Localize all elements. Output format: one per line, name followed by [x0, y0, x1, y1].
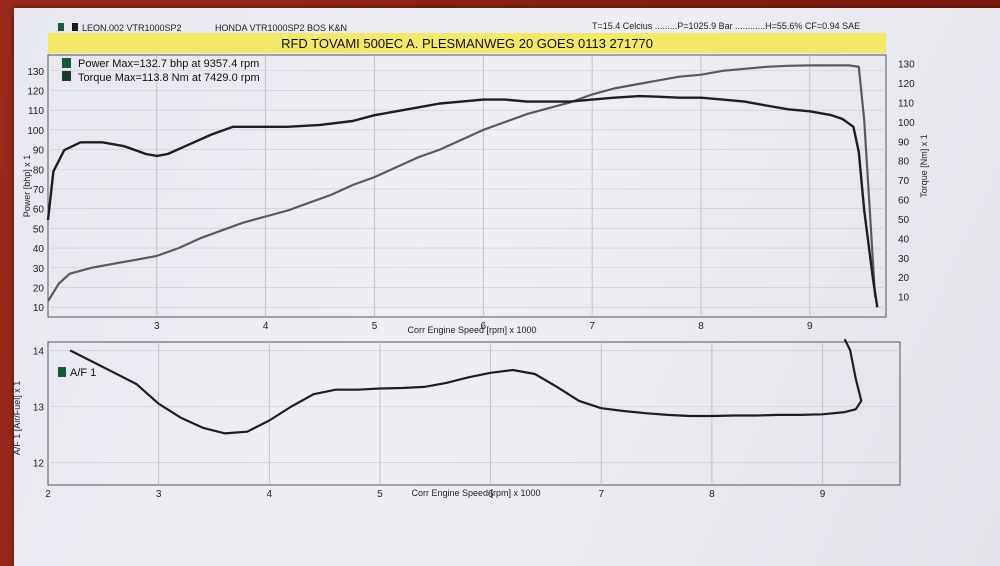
air-fuel-legend-swatch [58, 367, 66, 377]
x-tick-label: 9 [820, 489, 826, 500]
y-tick-label: 130 [27, 67, 44, 78]
banner-text: RFD TOVAMI 500EC A. PLESMANWEG 20 GOES 0… [281, 36, 653, 51]
power-axis-label: Power [bhp] x 1 [22, 155, 32, 218]
x-tick-label: 7 [589, 321, 595, 332]
rpm-axis-label: Corr Engine Speed [rpm] x 1000 [407, 325, 536, 335]
rpm-axis-ticks: 3 4 5 6 7 8 9 [154, 321, 813, 332]
series-line-1 [69, 338, 863, 435]
y2-tick-label: 90 [898, 137, 910, 148]
x-tick-label: 4 [267, 489, 273, 500]
y-tick-label: 12 [33, 459, 45, 470]
air-fuel-legend: A/F 1 [58, 367, 96, 379]
x-tick-label: 3 [156, 489, 162, 500]
y-tick-label: 70 [33, 185, 45, 196]
air-fuel-rpm-ticks: 2 3 4 5 6 7 8 9 [45, 489, 826, 500]
x-tick-label: 8 [698, 321, 704, 332]
power-legend-label: Power Max=132.7 bhp at 9357.4 rpm [78, 58, 259, 70]
x-tick-label: 4 [263, 321, 269, 332]
y-tick-label: 100 [27, 126, 44, 137]
x-tick-label: 7 [598, 489, 604, 500]
x-tick-label: 8 [709, 489, 715, 500]
y-tick-label: 110 [28, 106, 44, 117]
power-legend-swatch [62, 58, 71, 68]
air-fuel-series [69, 338, 863, 435]
y-tick-label: 80 [33, 165, 45, 176]
x-tick-label: 9 [807, 321, 813, 332]
dyno-printout [14, 8, 1000, 566]
bike-description: HONDA VTR1000SP2 BOS K&N [215, 23, 347, 33]
header-marker-2 [72, 23, 78, 31]
torque-legend-label: Torque Max=113.8 Nm at 7429.0 rpm [78, 72, 260, 84]
y-tick-label: 60 [33, 205, 45, 216]
x-tick-label: 6 [481, 321, 487, 332]
x-tick-label: 6 [488, 489, 494, 500]
x-tick-label: 5 [372, 321, 378, 332]
air-fuel-legend-label: A/F 1 [70, 367, 96, 379]
y2-tick-label: 80 [898, 157, 910, 168]
y-tick-label: 120 [27, 86, 44, 97]
y2-tick-label: 10 [898, 293, 910, 304]
banner-background [48, 33, 886, 53]
y-tick-label: 50 [33, 224, 45, 235]
power-torque-grid [48, 55, 886, 317]
shop-banner: RFD TOVAMI 500EC A. PLESMANWEG 20 GOES 0… [48, 33, 886, 53]
air-fuel-frame [47, 341, 901, 486]
y2-tick-label: 70 [898, 176, 910, 187]
series-line-1 [47, 64, 877, 302]
air-fuel-grid [48, 342, 900, 485]
y2-tick-label: 100 [898, 118, 915, 129]
torque-axis-ticks: 10 20 30 40 50 60 70 80 90 100 110 120 130 [898, 60, 915, 304]
power-torque-chart: 10 20 30 40 50 60 70 80 90 100 110 120 130 10 20 30 40 5… [22, 54, 929, 335]
y2-tick-label: 110 [898, 99, 914, 110]
y2-tick-label: 120 [898, 79, 915, 90]
y-tick-label: 90 [33, 146, 45, 157]
y2-tick-label: 130 [898, 60, 915, 71]
x-tick-label: 2 [45, 489, 51, 500]
print-header: LEON.002 VTR1000SP2 HONDA VTR1000SP2 BOS… [58, 21, 860, 33]
y-tick-label: 14 [33, 346, 45, 357]
power-torque-series [46, 64, 879, 308]
power-torque-frame [47, 54, 887, 318]
y-tick-label: 20 [33, 283, 45, 294]
air-fuel-axis-label: A/F 1 [Air/Fuel] x 1 [12, 381, 22, 456]
torque-axis-label: Torque [Nm] x 1 [919, 134, 929, 198]
x-tick-label: 5 [377, 489, 383, 500]
conditions-text: T=15.4 Celcius .........P=1025.9 Bar ...… [592, 21, 860, 31]
y-tick-label: 10 [33, 303, 45, 314]
x-tick-label: 3 [154, 321, 160, 332]
y2-tick-label: 30 [898, 254, 910, 265]
air-fuel-rpm-axis-label: Corr Engine Speed [rpm] x 1000 [411, 488, 540, 498]
run-id: LEON.002 VTR1000SP2 [82, 23, 182, 33]
air-fuel-chart: 12 13 14 2 3 4 5 6 7 8 9 Corr Engine Speed [rpm] … [12, 338, 901, 500]
torque-legend-swatch [62, 71, 71, 81]
y-tick-label: 40 [33, 244, 45, 255]
air-fuel-axis-ticks: 12 13 14 [33, 346, 45, 469]
series-line-2 [46, 94, 879, 308]
y2-tick-label: 60 [898, 196, 910, 207]
y2-tick-label: 50 [898, 215, 910, 226]
y2-tick-label: 20 [898, 273, 910, 284]
y-tick-label: 13 [33, 402, 45, 413]
power-torque-legend: Power Max=132.7 bhp at 9357.4 rpm Torque… [62, 58, 260, 84]
y2-tick-label: 40 [898, 234, 910, 245]
y-tick-label: 30 [33, 264, 45, 275]
header-marker-1 [58, 23, 64, 31]
power-axis-ticks: 10 20 30 40 50 60 70 80 90 100 110 120 130 [27, 67, 44, 314]
